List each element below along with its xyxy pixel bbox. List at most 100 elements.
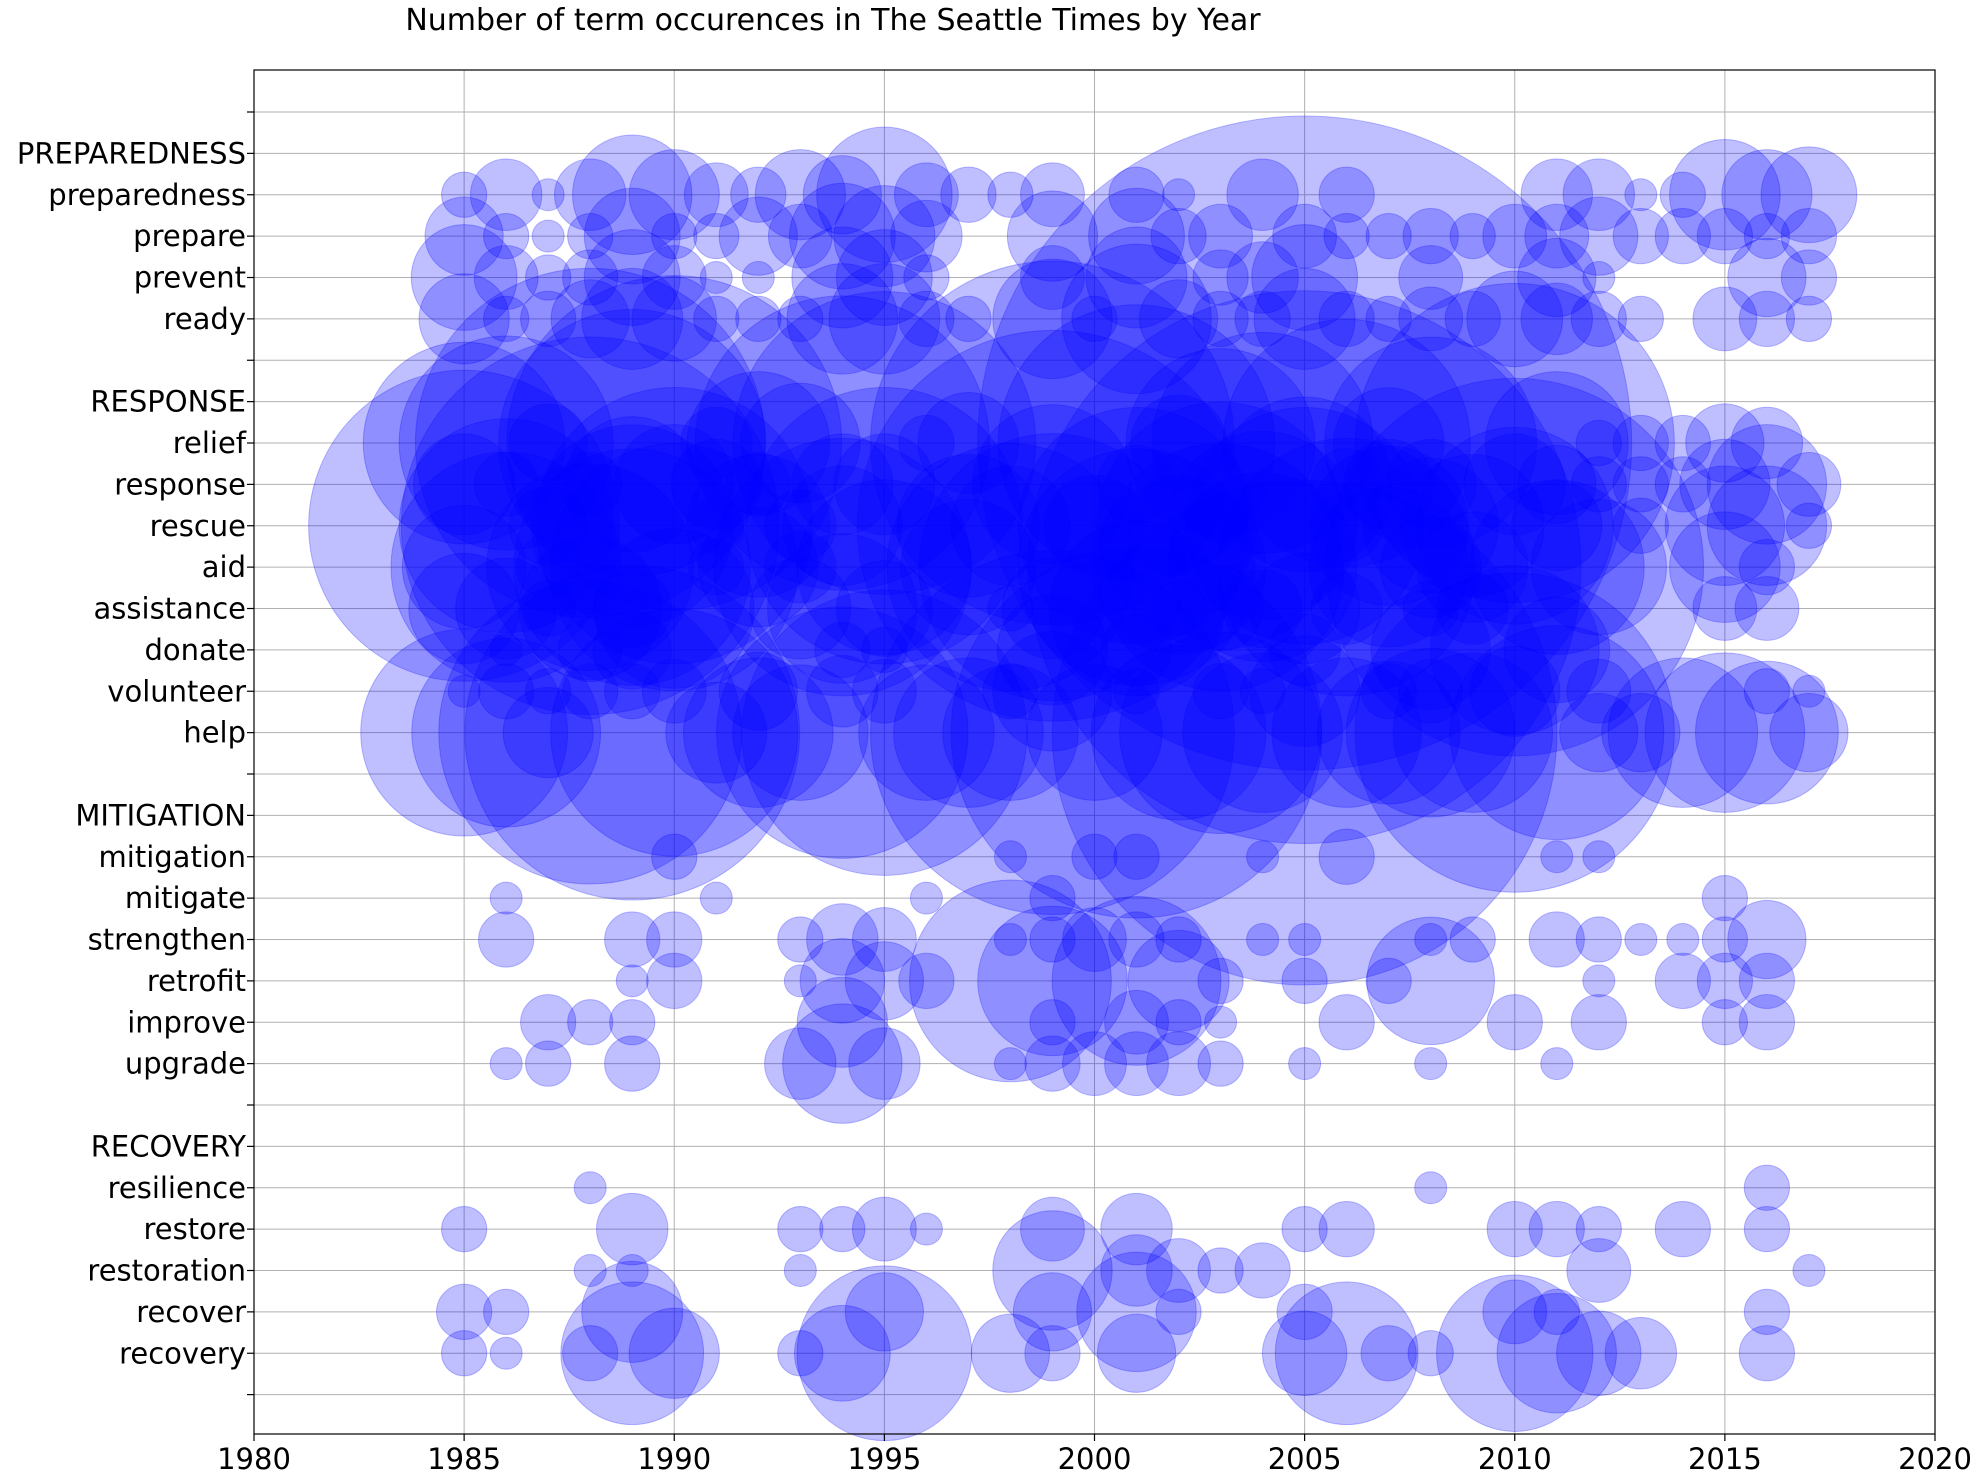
bubble-prepare — [583, 187, 681, 285]
bubble-improve — [520, 994, 577, 1051]
bubble-mitigation — [1318, 828, 1375, 885]
x-tick-label: 2010 — [1478, 1442, 1552, 1472]
bubble-strengthen — [1062, 907, 1127, 972]
bubble-mitigation — [993, 840, 1027, 874]
bubble-restore — [1743, 1206, 1791, 1253]
bubble-mitigate — [909, 881, 943, 915]
y-tick-label: improve — [127, 1005, 246, 1039]
bubble-rescue — [400, 336, 780, 716]
bubble-prevent — [583, 229, 681, 326]
bubble-restore — [596, 1192, 669, 1266]
bubble-upgrade — [1197, 1040, 1244, 1087]
bubble-rescue — [1127, 474, 1230, 577]
bubble-recovery — [1274, 1281, 1419, 1426]
bubble-volunteer — [851, 658, 917, 724]
bubble-mitigate — [489, 881, 523, 915]
bubble-strengthen — [604, 911, 661, 968]
bubble-rescue — [1310, 489, 1383, 562]
bubble-volunteer — [604, 663, 661, 720]
bubble-retrofit — [1197, 957, 1244, 1004]
bubble-recovery — [1738, 1325, 1796, 1382]
bubble-restore — [1528, 1201, 1585, 1258]
bubble-prepare — [833, 185, 936, 288]
bubble-response — [1706, 424, 1828, 545]
bubble-preparedness — [730, 166, 787, 223]
bubble-prevent — [1517, 237, 1597, 318]
bubble-aid — [550, 443, 799, 692]
bubble-help — [942, 664, 1079, 801]
bubble-aid — [1308, 486, 1469, 648]
bubble-rescue — [1511, 480, 1603, 572]
bubble-preparedness — [1721, 149, 1813, 241]
y-tick-label: restoration — [87, 1254, 246, 1288]
bubble-restoration — [1566, 1238, 1632, 1303]
bubble-aid — [1325, 377, 1705, 757]
bubble-help — [1316, 660, 1461, 805]
bubble-prepare — [1482, 203, 1548, 269]
bubble-mitigation — [1246, 840, 1280, 874]
bubble-recovery — [489, 1336, 523, 1370]
y-tick-label: assistance — [94, 592, 246, 626]
bubble-prevent — [1727, 237, 1807, 318]
bubble-prepare — [651, 213, 698, 260]
bubble-preparedness — [940, 166, 997, 223]
bubble-retrofit — [844, 941, 924, 1021]
bubble-preparedness — [816, 126, 953, 263]
bubble-donate — [489, 633, 523, 667]
bubble-prevent — [525, 254, 572, 301]
y-tick-label: donate — [144, 633, 246, 667]
bubble-recover — [436, 1283, 493, 1340]
bubble-strengthen — [1449, 916, 1496, 963]
bubble-assistance — [1734, 576, 1800, 641]
bubble-aid — [515, 534, 581, 600]
bubble-recovery — [970, 1313, 1051, 1393]
bubble-upgrade — [1146, 1031, 1211, 1097]
bubble-volunteer — [525, 668, 572, 715]
bubble-ready — [786, 263, 899, 375]
bubble-prepare — [567, 213, 614, 260]
bubble-recover — [1533, 1288, 1580, 1335]
bubble-rescue — [1362, 457, 1499, 594]
y-tick-label: prevent — [134, 261, 246, 295]
bubble-assistance — [1223, 568, 1303, 649]
bubble-aid — [900, 498, 1037, 636]
bubble-help — [893, 657, 1044, 808]
bubble-recover — [1482, 1279, 1548, 1345]
bubble-restore — [909, 1212, 943, 1246]
bubble-aid — [713, 437, 972, 697]
bubble-improve — [1104, 989, 1169, 1055]
bubble-prevent — [1251, 224, 1359, 331]
bubble-mitigation — [1582, 840, 1616, 874]
bubble-aid — [1090, 479, 1267, 656]
bubble-volunteer — [447, 674, 481, 708]
bubble-improve — [1204, 1005, 1238, 1039]
bubble-help — [1449, 625, 1665, 841]
bubble-prevent — [1085, 226, 1188, 329]
bubble-prevent — [1020, 245, 1085, 310]
bubble-restoration — [992, 1210, 1113, 1331]
bubble-prevent — [741, 261, 775, 294]
bubble-ready — [1192, 290, 1249, 347]
bubble-ready — [1365, 295, 1412, 342]
y-tick-label: RECOVERY — [91, 1129, 246, 1163]
bubble-recovery — [441, 1330, 488, 1377]
bubble-prevent — [903, 254, 950, 301]
bubble-response — [1463, 433, 1566, 536]
bubble-rescue — [508, 486, 588, 566]
bubble-response — [791, 433, 894, 536]
bubble-relief — [694, 295, 990, 591]
bubble-relief — [414, 267, 766, 619]
bubble-restore — [819, 1206, 866, 1253]
bubble-restore — [777, 1206, 824, 1253]
bubble-help — [1769, 693, 1849, 773]
bubble-prevent — [1226, 241, 1299, 314]
bubble-prevent — [791, 226, 894, 329]
bubble-upgrade — [782, 1003, 903, 1124]
bubble-help — [1392, 652, 1554, 813]
bubble-preparedness — [1318, 166, 1375, 223]
bubble-prepare — [1365, 213, 1412, 260]
bubble-recovery — [796, 1265, 973, 1442]
bubble-aid — [1167, 472, 1358, 663]
bubble-ready — [1071, 295, 1118, 342]
bubble-rescue — [782, 465, 903, 586]
